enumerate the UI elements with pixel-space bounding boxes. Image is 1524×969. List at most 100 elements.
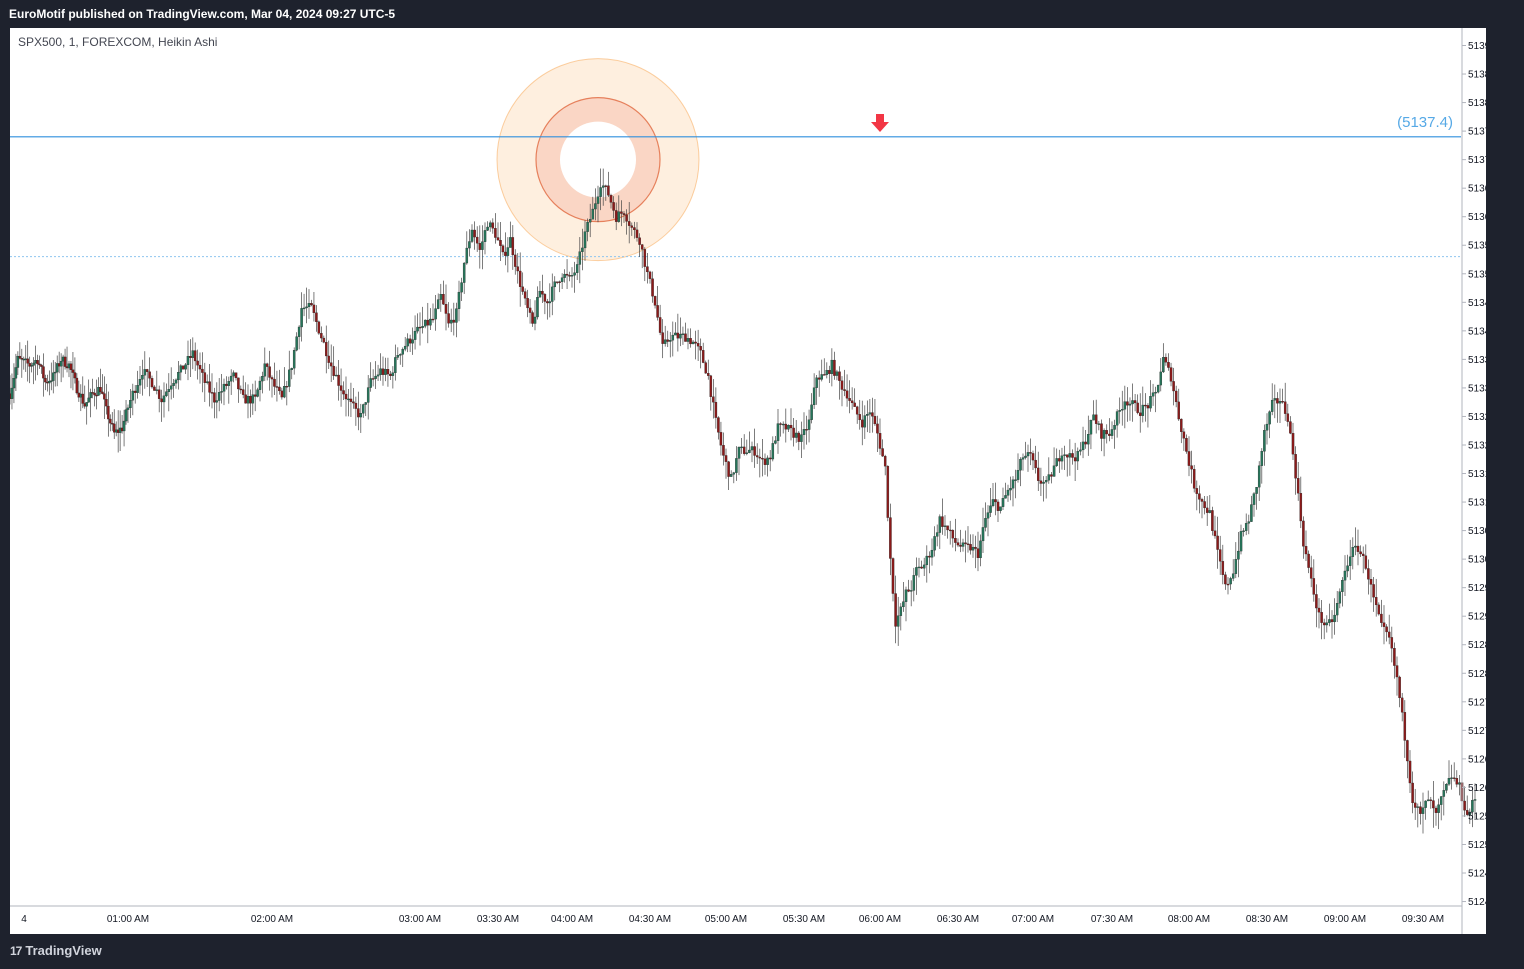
candle-body (511, 237, 515, 256)
price-tick-label: 5134.5 (1468, 298, 1486, 309)
candle-body (337, 374, 340, 386)
candle-body (925, 555, 929, 566)
candle-body (1372, 584, 1375, 598)
candle-body (640, 244, 644, 250)
candle-body (18, 355, 22, 359)
candle-body (930, 549, 934, 558)
candle-body (1094, 414, 1098, 424)
candle-body (794, 432, 798, 438)
candle-body (886, 465, 890, 518)
candle-body (620, 211, 623, 214)
time-tick-label: 02:00 AM (251, 914, 293, 925)
candle-body (1283, 401, 1287, 414)
candle-body (604, 185, 608, 187)
candle-body (332, 365, 335, 376)
candle-body (457, 291, 461, 309)
candle-body (1177, 401, 1180, 420)
candle-body (136, 385, 139, 393)
chart-frame[interactable]: 5139.0 5138.5 5138.0 5137.5 5137.0 5136.5 5136… (10, 28, 1486, 934)
candle-body (42, 366, 45, 379)
candle-body (167, 389, 171, 392)
candle-body (1058, 458, 1061, 462)
candle-body (210, 392, 214, 394)
time-tick-label: 09:30 AM (1402, 914, 1444, 925)
candle-body (186, 356, 190, 365)
candle-body (1076, 451, 1080, 462)
candle-body (1333, 614, 1336, 623)
tradingview-logo[interactable]: 17 TradingView (10, 943, 102, 958)
candle-body (421, 326, 424, 328)
candle-body (1468, 811, 1472, 815)
candle-body (1154, 391, 1157, 394)
candle-body (1463, 800, 1466, 811)
candle-body (771, 443, 775, 460)
highlight-center (560, 121, 636, 198)
candle-body (347, 398, 350, 401)
candle-body (191, 350, 195, 358)
symbol-legend[interactable]: SPX500, 1, FOREXCOM, Heikin Ashi (18, 35, 218, 49)
candle-body (833, 359, 836, 376)
candle-body (285, 386, 289, 388)
chart-canvas[interactable]: 5139.0 5138.5 5138.0 5137.5 5137.0 5136.5 5136… (10, 28, 1486, 934)
candle-body (551, 286, 554, 302)
candle-body (1325, 622, 1329, 626)
candle-body (732, 472, 736, 475)
candle-body (570, 275, 574, 277)
candle-body (909, 590, 913, 592)
candle-body (506, 247, 510, 256)
candle-body (447, 313, 450, 324)
candle-body (101, 391, 104, 394)
candle-body (1250, 504, 1253, 522)
candle-body (889, 517, 892, 559)
candle-body (1268, 411, 1271, 425)
candle-body (622, 213, 626, 215)
price-tick-label: 5136.5 (1468, 184, 1486, 195)
price-tick-label: 5133.0 (1468, 383, 1486, 394)
candle-body (342, 390, 345, 395)
price-tick-label: 5130.0 (1468, 555, 1486, 566)
price-axis[interactable]: 5139.0 5138.5 5138.0 5137.5 5137.0 5136.5 5136… (1461, 28, 1486, 934)
candle-body (612, 202, 615, 211)
candle-body (239, 388, 243, 391)
candle-body (478, 243, 482, 250)
candle-body (465, 247, 469, 264)
candle-body (295, 336, 298, 351)
candle-body (374, 375, 377, 379)
candle-body (232, 372, 235, 377)
candle-body (991, 499, 995, 507)
time-axis[interactable]: 4 01:00 AM 02:00 AM 03:00 AM 03:30 AM 04:00 A… (10, 905, 1462, 925)
candle-body (1315, 594, 1318, 609)
candle-body (468, 241, 471, 249)
candle-body (588, 219, 592, 223)
candle-body (689, 338, 692, 345)
candle-body (1252, 493, 1256, 505)
candle-body (871, 412, 874, 417)
candle-body (727, 461, 730, 477)
candle-body (1263, 430, 1266, 452)
candle-body (536, 297, 539, 318)
candle-body (1195, 488, 1199, 494)
candle-body (1291, 433, 1295, 455)
candle-body (1146, 405, 1150, 409)
candle-body (1458, 782, 1461, 785)
candle-body (1377, 604, 1381, 615)
candle-body (1341, 580, 1344, 592)
candle-body (32, 362, 35, 366)
candle-body (1123, 401, 1127, 410)
candle-body (1242, 530, 1245, 532)
candle-body (473, 229, 476, 238)
candle-body (1073, 457, 1077, 462)
candle-body (596, 196, 600, 204)
candle-body (1382, 622, 1386, 627)
candle-body (845, 390, 849, 399)
candle-body (835, 371, 839, 376)
candle-body (825, 370, 829, 375)
candle-body (843, 389, 846, 391)
candle-body (1286, 413, 1290, 422)
candle-body (976, 548, 980, 559)
candle-body (499, 240, 502, 246)
candle-body (920, 566, 923, 569)
candle-body (883, 455, 887, 467)
